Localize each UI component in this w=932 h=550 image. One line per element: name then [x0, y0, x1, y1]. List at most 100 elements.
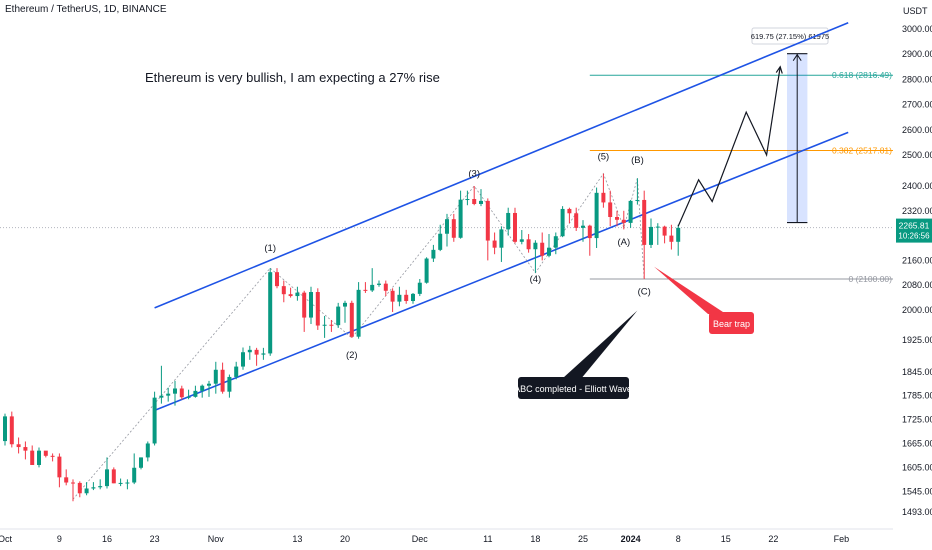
- candle-body[interactable]: [349, 302, 354, 337]
- candle-body[interactable]: [676, 227, 681, 242]
- candle-body[interactable]: [23, 447, 28, 451]
- candle-body[interactable]: [261, 353, 266, 355]
- candle-body[interactable]: [43, 450, 48, 456]
- candle-body[interactable]: [152, 397, 157, 444]
- candle-body[interactable]: [57, 456, 62, 478]
- candle-body[interactable]: [383, 283, 388, 291]
- candle-body[interactable]: [411, 293, 415, 302]
- candle-body[interactable]: [492, 240, 497, 248]
- candle-body[interactable]: [16, 444, 21, 448]
- candle-body[interactable]: [288, 294, 293, 297]
- candle-body[interactable]: [71, 482, 75, 484]
- candle-body[interactable]: [309, 292, 313, 318]
- candle-body[interactable]: [227, 376, 232, 392]
- candle-body[interactable]: [417, 282, 422, 294]
- candle-body[interactable]: [608, 202, 613, 217]
- candle-body[interactable]: [404, 294, 409, 302]
- candle-body[interactable]: [370, 284, 375, 291]
- candle-body[interactable]: [513, 212, 517, 242]
- candle-body[interactable]: [3, 416, 7, 442]
- candle-body[interactable]: [50, 455, 55, 457]
- candle-body[interactable]: [329, 324, 334, 326]
- candle-body[interactable]: [254, 349, 259, 355]
- candle-body[interactable]: [465, 199, 470, 201]
- channel-lower-line[interactable]: [154, 131, 849, 412]
- candle-body[interactable]: [105, 469, 109, 487]
- candle-body[interactable]: [281, 286, 286, 295]
- candle-body[interactable]: [621, 219, 626, 223]
- candle-body[interactable]: [424, 258, 429, 283]
- candle-body[interactable]: [336, 306, 341, 326]
- candle-body[interactable]: [9, 416, 14, 445]
- candle-body[interactable]: [213, 369, 218, 384]
- candle-body[interactable]: [397, 294, 402, 302]
- candle-body[interactable]: [560, 208, 565, 237]
- candle-body[interactable]: [526, 239, 531, 250]
- candle-body[interactable]: [166, 393, 171, 396]
- candle-body[interactable]: [322, 324, 327, 326]
- candle-body[interactable]: [445, 219, 449, 234]
- candle-body[interactable]: [642, 199, 647, 245]
- candle-body[interactable]: [655, 226, 660, 228]
- candle-body[interactable]: [125, 482, 130, 484]
- candle-body[interactable]: [451, 219, 456, 238]
- candle-body[interactable]: [159, 395, 164, 398]
- candle-body[interactable]: [662, 226, 667, 236]
- candle-body[interactable]: [37, 450, 41, 465]
- candle-body[interactable]: [343, 302, 347, 307]
- candle-body[interactable]: [275, 272, 279, 287]
- candle-body[interactable]: [179, 388, 184, 398]
- candle-body[interactable]: [615, 217, 619, 220]
- candle-body[interactable]: [628, 200, 633, 223]
- channel-upper-line[interactable]: [154, 21, 849, 309]
- candle-body[interactable]: [635, 199, 640, 201]
- candle-body[interactable]: [587, 225, 592, 239]
- candle-body[interactable]: [186, 396, 191, 398]
- candle-body[interactable]: [594, 192, 599, 239]
- candle-body[interactable]: [241, 352, 245, 367]
- candle-body[interactable]: [377, 283, 381, 285]
- candle-body[interactable]: [145, 443, 150, 458]
- candle-body[interactable]: [479, 200, 483, 204]
- candle-body[interactable]: [64, 477, 69, 483]
- candle-body[interactable]: [649, 226, 653, 245]
- candle-body[interactable]: [111, 469, 116, 484]
- candle-body[interactable]: [132, 467, 137, 483]
- candle-body[interactable]: [295, 292, 300, 297]
- candle-body[interactable]: [315, 292, 320, 326]
- candle-body[interactable]: [139, 457, 143, 468]
- candle-body[interactable]: [499, 229, 504, 248]
- candle-body[interactable]: [547, 247, 551, 256]
- candle-body[interactable]: [30, 450, 35, 465]
- candle-body[interactable]: [84, 488, 89, 494]
- candle-body[interactable]: [91, 487, 96, 489]
- candle-body[interactable]: [438, 233, 443, 250]
- candle-body[interactable]: [669, 235, 674, 242]
- candle-body[interactable]: [118, 482, 123, 484]
- candle-body[interactable]: [193, 390, 198, 397]
- candle-body[interactable]: [472, 199, 477, 204]
- candle-body[interactable]: [247, 349, 252, 353]
- candle-body[interactable]: [268, 272, 273, 354]
- candle-body[interactable]: [431, 249, 436, 259]
- candle-body[interactable]: [207, 383, 211, 386]
- candle-body[interactable]: [200, 385, 205, 391]
- candle-body[interactable]: [553, 236, 558, 248]
- candle-body[interactable]: [173, 388, 177, 394]
- candle-body[interactable]: [356, 289, 361, 337]
- candle-body[interactable]: [601, 192, 606, 203]
- candle-body[interactable]: [234, 366, 239, 377]
- candle-body[interactable]: [567, 208, 572, 214]
- candle-body[interactable]: [220, 369, 225, 392]
- candle-body[interactable]: [519, 239, 524, 242]
- candle-body[interactable]: [533, 242, 538, 250]
- candle-body[interactable]: [574, 213, 579, 228]
- candle-body[interactable]: [540, 242, 545, 256]
- candle-body[interactable]: [363, 289, 368, 291]
- candle-body[interactable]: [390, 290, 395, 302]
- candle-body[interactable]: [302, 292, 307, 318]
- candle-body[interactable]: [581, 225, 585, 228]
- candle-body[interactable]: [77, 482, 82, 494]
- candle-body[interactable]: [506, 212, 511, 230]
